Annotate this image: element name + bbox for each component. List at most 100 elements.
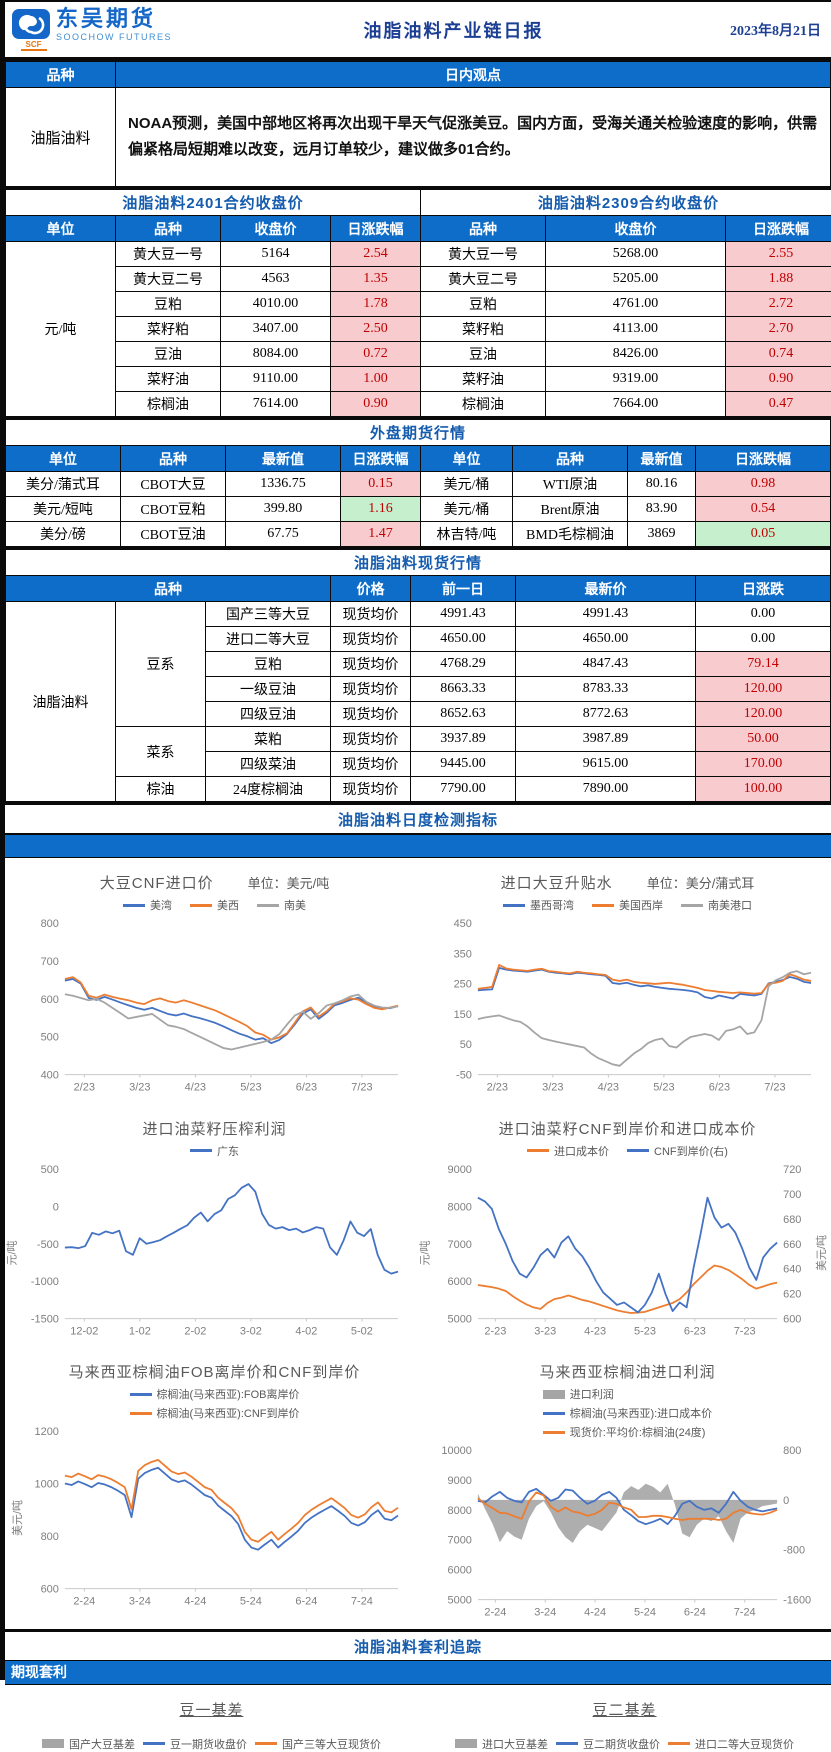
close-price-cell: 4563 [221, 267, 331, 292]
legend-swatch [527, 1149, 549, 1152]
svg-text:1-02: 1-02 [129, 1325, 151, 1337]
column-header: 单位 [421, 446, 513, 472]
column-header: 日涨跌 [696, 576, 831, 602]
previous-price-cell: 3937.89 [411, 727, 516, 752]
cell: 3869 [628, 522, 696, 547]
column-header: 单位 [6, 216, 116, 242]
svg-text:800: 800 [41, 1531, 59, 1543]
basis-charts-row: 豆一基差 国产大豆基差豆一期货收盘价国产三等大豆现货价 豆二基差 进口大豆基差豆… [5, 1685, 831, 1752]
svg-text:6-23: 6-23 [684, 1325, 706, 1337]
company-logo: SCF 东吴期货 SOOCHOW FUTURES [11, 8, 226, 51]
chart-title: 马来西亚棕榈油FOB离岸价和CNF到岸价 [69, 1361, 361, 1382]
legend-swatch [543, 1412, 565, 1415]
category-cell: 菜系 [116, 727, 206, 777]
cell: 0.05 [696, 522, 831, 547]
svg-text:680: 680 [783, 1213, 801, 1225]
variety-cell: 豆油 [116, 342, 221, 367]
close-price-cell: 8084.00 [221, 342, 331, 367]
svg-text:350: 350 [454, 948, 472, 960]
svg-text:4/23: 4/23 [598, 1082, 619, 1094]
svg-text:500: 500 [41, 1032, 59, 1044]
daily-change-cell: 0.00 [696, 602, 831, 627]
column-header: 品种 [421, 216, 546, 242]
svg-text:9000: 9000 [448, 1164, 472, 1176]
spot-futures-arbitrage-bar: 期现套利 [5, 1660, 831, 1685]
cell: 1.16 [341, 497, 421, 522]
chart-legend: 棕榈油(马来西亚):FOB离岸价棕榈油(马来西亚):CNF到岸价 [130, 1386, 300, 1421]
svg-text:800: 800 [41, 918, 59, 930]
column-header: 最新值 [226, 446, 341, 472]
svg-text:6000: 6000 [448, 1565, 472, 1577]
legend-swatch [681, 904, 703, 907]
column-header: 日涨跌幅 [341, 446, 421, 472]
close-price-cell: 4010.00 [221, 292, 331, 317]
svg-text:5/23: 5/23 [240, 1082, 261, 1094]
series-line-棕榈油(马来西亚):CNF到岸价 [65, 1460, 398, 1542]
cell: 1.47 [341, 522, 421, 547]
svg-text:250: 250 [454, 979, 472, 991]
legend-label: 广东 [217, 1143, 239, 1159]
contract-2401-header: 单位品种收盘价日涨跌幅 [6, 216, 421, 242]
soybean1-basis-chart: 豆一基差 国产大豆基差豆一期货收盘价国产三等大豆现货价 [5, 1685, 418, 1752]
legend-swatch [257, 904, 279, 907]
daily-change-cell: 1.00 [331, 367, 421, 392]
contract-2309-title: 油脂油料2309合约收盘价 [421, 189, 831, 216]
daily-change-cell: 1.35 [331, 267, 421, 292]
svg-text:2-23: 2-23 [484, 1325, 506, 1337]
svg-text:700: 700 [783, 1188, 801, 1200]
legend-swatch [592, 904, 614, 907]
svg-text:3-02: 3-02 [240, 1325, 262, 1337]
legend-swatch [455, 1739, 477, 1748]
svg-text:2-24: 2-24 [484, 1607, 506, 1619]
legend-label: 进口成本价 [554, 1143, 609, 1159]
svg-text:-1000: -1000 [31, 1276, 59, 1288]
series-line-美湾 [65, 979, 398, 1043]
legend-item: 广东 [190, 1143, 239, 1159]
legend-label: 墨西哥湾 [530, 897, 574, 913]
cell: 林吉特/吨 [421, 522, 513, 547]
svg-text:700: 700 [41, 956, 59, 968]
svg-text:7/23: 7/23 [764, 1082, 785, 1094]
legend-label: 美湾 [150, 897, 172, 913]
svg-text:4-24: 4-24 [584, 1607, 606, 1619]
column-header: 收盘价 [221, 216, 331, 242]
group-cell: 油脂油料 [6, 602, 116, 802]
category-cell: 棕油 [116, 777, 206, 802]
legend-label: 进口利润 [570, 1386, 614, 1402]
daily-change-cell: 0.72 [331, 342, 421, 367]
legend-item: 国产大豆基差 [42, 1736, 135, 1752]
cell: CBOT大豆 [121, 472, 226, 497]
close-price-cell: 3407.00 [221, 317, 331, 342]
cell: 83.90 [628, 497, 696, 522]
price-type-cell: 现货均价 [331, 627, 411, 652]
column-header: 价格 [331, 576, 411, 602]
variety-cell: 菜籽油 [116, 367, 221, 392]
legend-label: 棕榈油(马来西亚):CNF到岸价 [157, 1405, 300, 1421]
svg-text:-1500: -1500 [31, 1313, 59, 1325]
legend-label: 美国西岸 [619, 897, 663, 913]
svg-text:8000: 8000 [448, 1505, 472, 1517]
cell: 1336.75 [226, 472, 341, 497]
legend-item: 进口大豆基差 [455, 1736, 548, 1752]
svg-text:6-24: 6-24 [295, 1596, 317, 1608]
svg-text:3-23: 3-23 [534, 1325, 556, 1337]
cell: 399.80 [226, 497, 341, 522]
column-header: 日涨跌幅 [696, 446, 831, 472]
svg-text:9000: 9000 [448, 1475, 472, 1487]
daily-change-cell: 0.47 [726, 392, 831, 417]
report-date: 2023年8月21日 [681, 20, 821, 40]
legend-item: 棕榈油(马来西亚):进口成本价 [543, 1405, 712, 1421]
latest-price-cell: 3987.89 [516, 727, 696, 752]
logo-scf-text: SCF [21, 40, 47, 51]
svg-text:7-24: 7-24 [734, 1607, 756, 1619]
svg-text:600: 600 [41, 994, 59, 1006]
